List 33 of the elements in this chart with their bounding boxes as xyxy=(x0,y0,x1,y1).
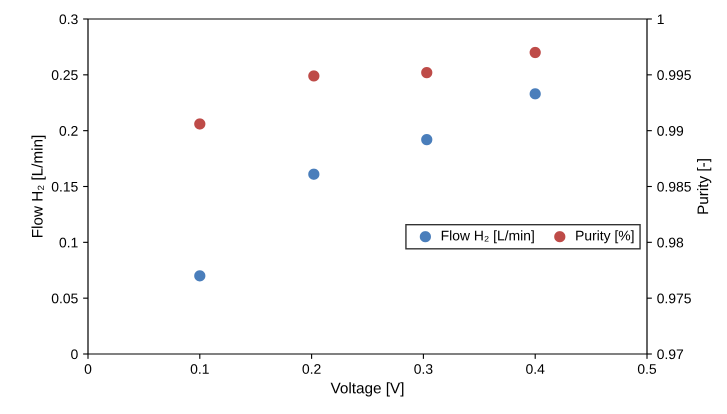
x-tick-label: 0.3 xyxy=(414,364,432,374)
x-axis-title: Voltage [V] xyxy=(330,382,404,396)
point xyxy=(530,46,541,58)
x-tick-label: 0.2 xyxy=(302,364,321,374)
point xyxy=(421,66,432,78)
point xyxy=(194,270,206,282)
y2-tick-label: 0.985 xyxy=(657,182,691,192)
y2-tick-label: 0.98 xyxy=(657,238,684,248)
y-tick-label: 0.2 xyxy=(60,126,78,136)
y2-tick-label: 1 xyxy=(658,14,664,24)
y2-tick-label: 0.975 xyxy=(657,294,691,304)
point xyxy=(308,70,320,82)
legend-label: Purity [%] xyxy=(576,230,634,244)
y2-tick-label: 0.995 xyxy=(657,70,691,80)
legend-label: Flow H₂ [L/min] xyxy=(442,230,534,244)
point xyxy=(421,134,432,146)
point xyxy=(530,88,541,100)
y2-axis-title: Purity [-] xyxy=(697,159,712,214)
x-tick-label: 0.4 xyxy=(526,364,544,374)
y-axis-title: Flow H₂ [L/min] xyxy=(31,136,46,238)
y-tick-label: 0.05 xyxy=(52,294,78,304)
x-tick-label: 0.1 xyxy=(190,364,209,374)
y-tick-label: 0.25 xyxy=(52,70,78,80)
y-tick-label: 0.3 xyxy=(60,14,78,24)
x-tick-label: 0.5 xyxy=(638,364,656,374)
y-tick-label: 0.1 xyxy=(60,238,78,248)
x-tick-label: 0 xyxy=(84,364,92,374)
y-tick-label: 0 xyxy=(71,349,78,360)
y2-tick-label: 0.99 xyxy=(657,126,684,136)
point xyxy=(194,118,206,130)
y2-tick-label: 0.97 xyxy=(657,349,684,360)
point xyxy=(308,168,320,180)
y-tick-label: 0.15 xyxy=(52,182,78,192)
